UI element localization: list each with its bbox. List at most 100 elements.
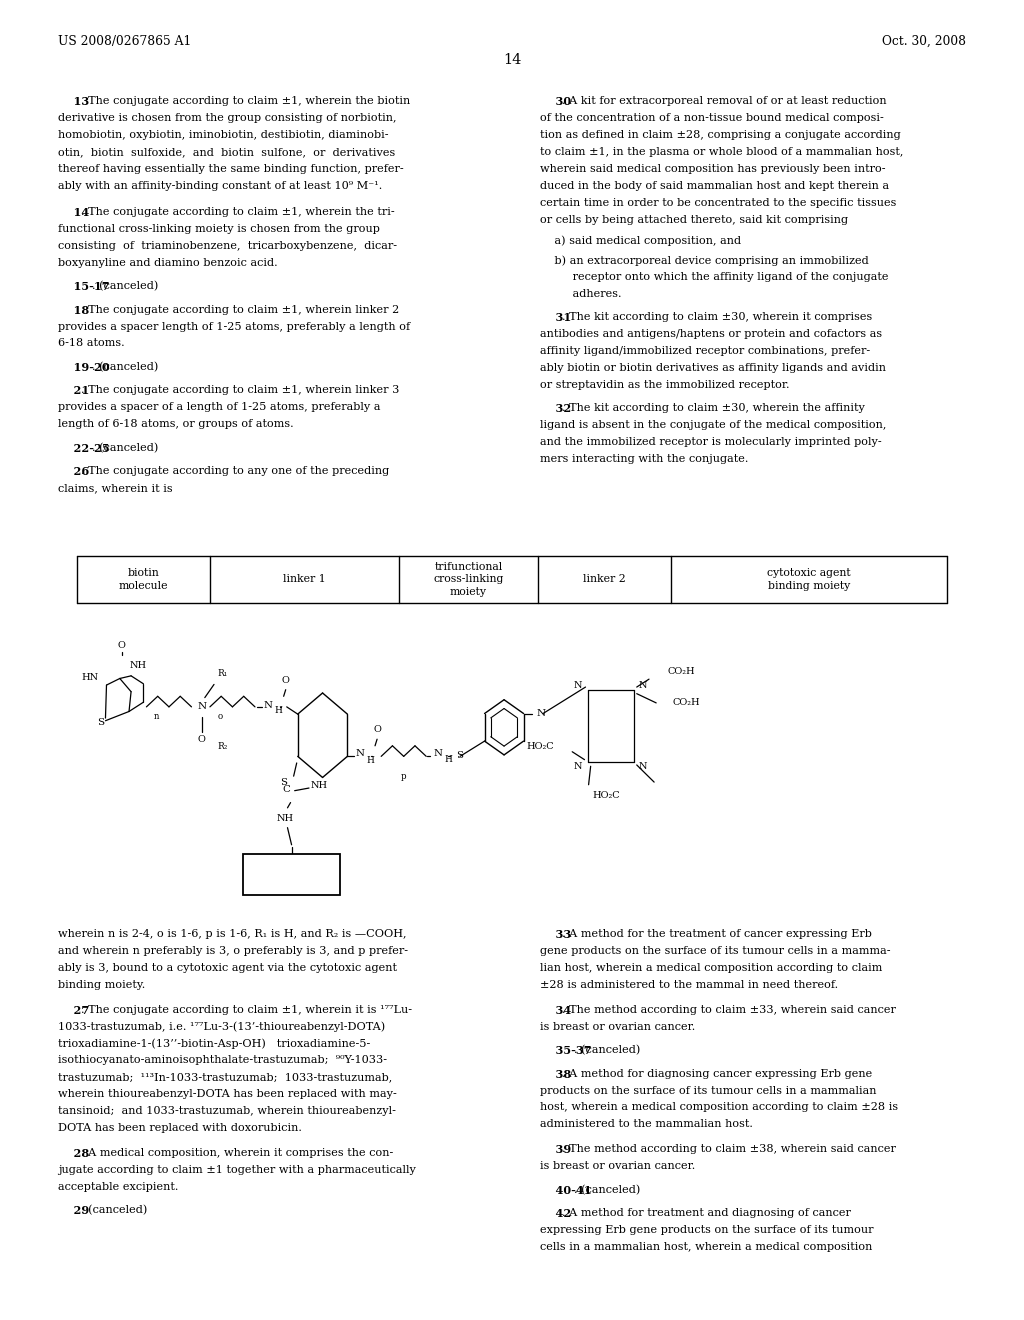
Text: C: C (283, 785, 291, 793)
Text: and wherein n preferably is 3, o preferably is 3, and p prefer-: and wherein n preferably is 3, o prefera… (58, 946, 409, 956)
Text: o: o (217, 713, 223, 721)
Text: 38: 38 (540, 1069, 571, 1080)
Text: and the immobilized receptor is molecularly imprinted poly-: and the immobilized receptor is molecula… (540, 437, 882, 447)
Text: S: S (456, 751, 463, 759)
Text: or cells by being attached thereto, said kit comprising: or cells by being attached thereto, said… (540, 215, 848, 224)
Text: provides a spacer of a length of 1-25 atoms, preferably a: provides a spacer of a length of 1-25 at… (58, 403, 381, 412)
Text: . The method according to claim ±38, wherein said cancer: . The method according to claim ±38, whe… (562, 1144, 896, 1154)
Text: . (canceled): . (canceled) (81, 1205, 147, 1216)
Text: a) said medical composition, and: a) said medical composition, and (540, 235, 740, 246)
Text: S: S (281, 779, 288, 787)
Text: homobiotin, oxybiotin, iminobiotin, destibiotin, diaminobi-: homobiotin, oxybiotin, iminobiotin, dest… (58, 131, 389, 140)
Text: N: N (639, 762, 647, 771)
Text: tion as defined in claim ±28, comprising a conjugate according: tion as defined in claim ±28, comprising… (540, 131, 900, 140)
Text: expressing Erb gene products on the surface of its tumour: expressing Erb gene products on the surf… (540, 1225, 873, 1236)
Text: is breast or ovarian cancer.: is breast or ovarian cancer. (540, 1162, 695, 1171)
Text: R₂: R₂ (217, 742, 227, 751)
Text: 14: 14 (503, 53, 521, 67)
Text: 30: 30 (540, 96, 570, 107)
Text: gene products on the surface of its tumour cells in a mamma-: gene products on the surface of its tumo… (540, 946, 890, 956)
Text: Oct. 30, 2008: Oct. 30, 2008 (882, 34, 966, 48)
Text: NH: NH (276, 814, 294, 822)
Text: . The kit according to claim ±30, wherein the affinity: . The kit according to claim ±30, wherei… (562, 404, 865, 413)
Text: 19-20: 19-20 (58, 362, 110, 374)
Text: . The kit according to claim ±30, wherein it comprises: . The kit according to claim ±30, wherei… (562, 313, 872, 322)
Text: 33: 33 (540, 929, 571, 940)
Text: NH: NH (130, 661, 147, 669)
Text: antibodies and antigens/haptens or protein and cofactors as: antibodies and antigens/haptens or prote… (540, 329, 882, 339)
Text: tansinoid;  and 1033-trastuzumab, wherein thioureabenzyl-: tansinoid; and 1033-trastuzumab, wherein… (58, 1106, 396, 1117)
Text: CO₂H: CO₂H (673, 698, 700, 708)
Text: length of 6-18 atoms, or groups of atoms.: length of 6-18 atoms, or groups of atoms… (58, 420, 294, 429)
Text: trastuzumab;  ¹¹³In-1033-trastuzumab;  1033-trastuzumab,: trastuzumab; ¹¹³In-1033-trastuzumab; 103… (58, 1072, 392, 1082)
Text: 34: 34 (540, 1005, 571, 1016)
Text: claims, wherein it is: claims, wherein it is (58, 483, 173, 494)
Text: N: N (639, 681, 647, 690)
Text: administered to the mammalian host.: administered to the mammalian host. (540, 1119, 753, 1130)
Text: lian host, wherein a medical composition according to claim: lian host, wherein a medical composition… (540, 964, 882, 973)
Text: O: O (118, 642, 126, 649)
Text: ably with an affinity-binding constant of at least 10⁹ M⁻¹.: ably with an affinity-binding constant o… (58, 181, 383, 191)
Text: N: N (433, 750, 442, 758)
Text: host, wherein a medical composition according to claim ±28 is: host, wherein a medical composition acco… (540, 1102, 898, 1113)
Text: 13: 13 (58, 96, 90, 107)
Text: 15-17: 15-17 (58, 281, 110, 292)
Text: . (canceled): . (canceled) (92, 362, 159, 372)
Text: CO₂H: CO₂H (668, 667, 695, 676)
Text: . (canceled): . (canceled) (92, 442, 159, 453)
Text: affinity ligand/immobilized receptor combinations, prefer-: affinity ligand/immobilized receptor com… (540, 346, 869, 356)
Text: cytotoxic agent
binding moiety: cytotoxic agent binding moiety (767, 569, 851, 590)
Text: adheres.: adheres. (540, 289, 622, 298)
Text: provides a spacer length of 1-25 atoms, preferably a length of: provides a spacer length of 1-25 atoms, … (58, 322, 411, 331)
Text: 32: 32 (540, 404, 571, 414)
Text: 39: 39 (540, 1144, 571, 1155)
Text: . The conjugate according to claim ±1, wherein linker 2: . The conjugate according to claim ±1, w… (81, 305, 399, 314)
Text: 26: 26 (58, 466, 90, 478)
Text: wherein n is 2-4, o is 1-6, p is 1-6, R₁ is H, and R₂ is —COOH,: wherein n is 2-4, o is 1-6, p is 1-6, R₁… (58, 929, 407, 940)
Text: b) an extracorporeal device comprising an immobilized: b) an extracorporeal device comprising a… (540, 255, 868, 265)
Text: receptor onto which the affinity ligand of the conjugate: receptor onto which the affinity ligand … (540, 272, 888, 282)
Text: DOTA has been replaced with doxorubicin.: DOTA has been replaced with doxorubicin. (58, 1123, 302, 1133)
Text: thereof having essentially the same binding function, prefer-: thereof having essentially the same bind… (58, 164, 404, 174)
Text: 35-37: 35-37 (540, 1045, 591, 1056)
Text: N: N (263, 701, 272, 710)
Text: trioxadiamine-1-(13’’-biotin-Asp-OH)   trioxadiamine-5-: trioxadiamine-1-(13’’-biotin-Asp-OH) tri… (58, 1039, 371, 1049)
Text: isothiocyanato-aminoisophthalate-trastuzumab;  ⁹⁰Y-1033-: isothiocyanato-aminoisophthalate-trastuz… (58, 1056, 387, 1065)
Text: O: O (198, 735, 206, 744)
Text: wherein thioureabenzyl-DOTA has been replaced with may-: wherein thioureabenzyl-DOTA has been rep… (58, 1089, 397, 1100)
Text: N: N (355, 750, 365, 758)
Text: of the concentration of a non-tissue bound medical composi-: of the concentration of a non-tissue bou… (540, 114, 884, 123)
FancyBboxPatch shape (244, 854, 340, 895)
Text: or streptavidin as the immobilized receptor.: or streptavidin as the immobilized recep… (540, 380, 790, 389)
Text: S: S (97, 718, 103, 726)
Text: . A medical composition, wherein it comprises the con-: . A medical composition, wherein it comp… (81, 1148, 393, 1158)
Text: 22-25: 22-25 (58, 442, 110, 454)
Text: US 2008/0267865 A1: US 2008/0267865 A1 (58, 34, 191, 48)
Text: duced in the body of said mammalian host and kept therein a: duced in the body of said mammalian host… (540, 181, 889, 191)
Text: H: H (274, 706, 283, 715)
Text: to claim ±1, in the plasma or whole blood of a mammalian host,: to claim ±1, in the plasma or whole bloo… (540, 147, 903, 157)
Text: consisting  of  triaminobenzene,  tricarboxybenzene,  dicar-: consisting of triaminobenzene, tricarbox… (58, 240, 397, 251)
Text: jugate according to claim ±1 together with a pharmaceutically: jugate according to claim ±1 together wi… (58, 1164, 416, 1175)
Text: . (canceled): . (canceled) (573, 1184, 640, 1195)
Text: functional cross-linking moiety is chosen from the group: functional cross-linking moiety is chose… (58, 224, 380, 234)
Text: . The conjugate according to claim ±1, wherein the tri-: . The conjugate according to claim ±1, w… (81, 207, 394, 216)
Text: cells in a mammalian host, wherein a medical composition: cells in a mammalian host, wherein a med… (540, 1242, 872, 1251)
Text: is breast or ovarian cancer.: is breast or ovarian cancer. (540, 1022, 695, 1032)
Text: N: N (574, 762, 583, 771)
Text: n: n (154, 713, 160, 721)
Text: wherein said medical composition has previously been intro-: wherein said medical composition has pre… (540, 164, 885, 174)
Text: . (canceled): . (canceled) (92, 281, 159, 292)
Text: 31: 31 (540, 313, 571, 323)
Text: derivative is chosen from the group consisting of norbiotin,: derivative is chosen from the group cons… (58, 114, 397, 123)
Text: R₁: R₁ (217, 669, 227, 678)
Text: ligand is absent in the conjugate of the medical composition,: ligand is absent in the conjugate of the… (540, 420, 886, 430)
Text: . A method for treatment and diagnosing of cancer: . A method for treatment and diagnosing … (562, 1208, 851, 1218)
Text: HO₂C: HO₂C (526, 742, 554, 751)
Text: . A method for diagnosing cancer expressing Erb gene: . A method for diagnosing cancer express… (562, 1069, 872, 1078)
Text: . A kit for extracorporeal removal of or at least reduction: . A kit for extracorporeal removal of or… (562, 96, 887, 107)
Text: 21: 21 (58, 385, 90, 396)
Text: 29: 29 (58, 1205, 90, 1216)
Text: linker 1: linker 1 (284, 574, 326, 585)
Text: N: N (198, 702, 206, 711)
